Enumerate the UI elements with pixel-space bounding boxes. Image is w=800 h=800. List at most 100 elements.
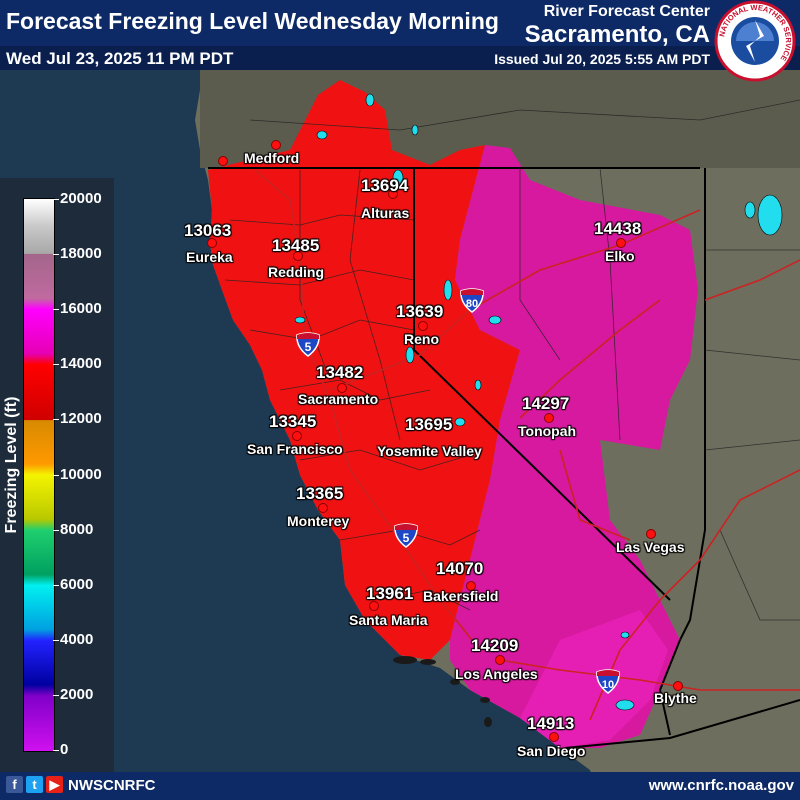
- city-dot-monterey: [318, 503, 328, 513]
- city-label-blythe: Blythe: [654, 690, 697, 706]
- website-link[interactable]: www.cnrfc.noaa.gov: [648, 777, 794, 794]
- legend-tick: [53, 694, 59, 696]
- legend-tick-label: 6000: [60, 575, 94, 593]
- legend-tick-label: 0: [60, 741, 69, 758]
- city-dot-santa-maria: [369, 601, 379, 611]
- city-label-yosemite-valley: Yosemite Valley: [377, 443, 482, 459]
- legend-tick: [53, 474, 59, 476]
- city-label-medford: Medford: [244, 150, 300, 166]
- nws-logo-icon[interactable]: NATIONAL WEATHER SERVICE: [714, 0, 796, 82]
- legend-tick-label: 4000: [60, 630, 94, 648]
- freezing-level-magenta-area: [450, 145, 698, 748]
- county-lines: [224, 99, 800, 621]
- svg-text:80: 80: [466, 298, 478, 310]
- highways: [254, 169, 800, 721]
- header-subbar: [0, 46, 800, 70]
- legend-tick-label: 20000: [60, 190, 102, 207]
- city-dot-eureka: [207, 238, 217, 248]
- interstate-5-shield-icon: 5: [296, 332, 320, 357]
- city-dot-medford: [271, 140, 281, 150]
- mexico-border: [564, 699, 800, 749]
- legend-tick: [53, 750, 59, 751]
- svg-text:5: 5: [305, 340, 312, 354]
- city-dot-san-francisco: [292, 431, 302, 441]
- city-label-monterey: Monterey: [287, 513, 350, 529]
- legend-tick-label: 8000: [60, 520, 94, 538]
- value-label-eureka: 13063: [184, 221, 232, 240]
- value-label-sacramento: 13482: [316, 363, 364, 382]
- city-dot-medford-west: [218, 156, 228, 166]
- freezing-level-red-area: [208, 80, 520, 660]
- channel-islands: [393, 656, 492, 727]
- city-label-tonopah: Tonopah: [518, 423, 577, 439]
- legend-tick: [53, 254, 59, 256]
- city-dot-los-angeles: [495, 655, 505, 665]
- city-label-san-diego: San Diego: [517, 743, 586, 759]
- footer-bar: [0, 772, 800, 800]
- city-dot-redding: [293, 251, 303, 261]
- freezing-level-magenta-core: [520, 610, 668, 748]
- value-label-san-diego: 14913: [527, 714, 575, 733]
- value-label-alturas: 13694: [361, 176, 409, 195]
- social-handle[interactable]: NWSCNRFC: [68, 777, 156, 794]
- legend-tick-label: 14000: [60, 355, 102, 373]
- legend-title: Freezing Level (ft): [3, 396, 20, 534]
- city-label-redding: Redding: [268, 264, 324, 280]
- legend-tick: [53, 529, 59, 531]
- value-label-santa-maria: 13961: [366, 584, 414, 603]
- legend-tick: [53, 639, 59, 641]
- interstate-5-south-shield-icon: 5: [394, 523, 418, 548]
- city-dot-reno: [418, 321, 428, 331]
- city-dot-san-diego: [549, 732, 559, 742]
- lakes: [294, 93, 783, 711]
- value-label-los-angeles: 14209: [471, 636, 519, 655]
- svg-text:5: 5: [403, 531, 410, 545]
- youtube-icon[interactable]: ▶: [46, 776, 63, 793]
- city-label-reno: Reno: [404, 331, 439, 347]
- legend-tick-label: 12000: [60, 410, 102, 428]
- city-label-san-francisco: San Francisco: [247, 441, 343, 457]
- legend-tick-label: 2000: [60, 685, 94, 703]
- legend-tick: [53, 364, 59, 366]
- city-dot-las-vegas: [646, 529, 656, 539]
- twitter-icon[interactable]: t: [26, 776, 43, 793]
- value-label-redding: 13485: [272, 236, 320, 255]
- value-label-yosemite-valley: 13695: [405, 415, 453, 434]
- social-links: f t ▶: [6, 776, 63, 794]
- city-dot-blythe: [673, 681, 683, 691]
- arizona-border: [658, 529, 706, 736]
- city-dot-elko: [616, 238, 626, 248]
- legend-tick: [53, 309, 59, 311]
- map-title: Forecast Freezing Level Wednesday Mornin…: [6, 8, 499, 34]
- city-label-santa-maria: Santa Maria: [349, 612, 428, 628]
- city-label-los-angeles: Los Angeles: [455, 666, 538, 682]
- facebook-icon[interactable]: f: [6, 776, 23, 793]
- interstate-10-shield-icon: 10: [596, 669, 620, 694]
- legend-tick-label: 18000: [60, 245, 102, 263]
- city-dot-sacramento: [337, 383, 347, 393]
- office-name: Sacramento, CA: [524, 21, 710, 48]
- legend-tick: [53, 199, 59, 200]
- legend-tick: [53, 419, 59, 421]
- svg-text:10: 10: [602, 679, 614, 691]
- city-label-elko: Elko: [605, 248, 635, 264]
- city-dot-alturas: [388, 189, 398, 199]
- value-label-reno: 13639: [396, 302, 444, 321]
- issued-time: Issued Jul 20, 2025 5:55 AM PDT: [494, 51, 710, 67]
- legend-tick-label: 16000: [60, 300, 102, 318]
- city-label-eureka: Eureka: [186, 249, 233, 265]
- value-label-monterey: 13365: [296, 484, 344, 503]
- city-label-bakersfield: Bakersfield: [423, 588, 499, 604]
- city-dot-tonopah: [544, 413, 554, 423]
- valid-time: Wed Jul 23, 2025 11 PM PDT: [6, 49, 234, 68]
- city-label-sacramento: Sacramento: [298, 391, 379, 407]
- value-label-elko: 14438: [594, 219, 642, 238]
- city-label-alturas: Alturas: [361, 205, 410, 221]
- city-dot-bakersfield: [466, 581, 476, 591]
- header-bar: [0, 0, 800, 46]
- color-scale-bar: [23, 198, 55, 752]
- legend-tick-label: 10000: [60, 465, 102, 483]
- city-label-las-vegas: Las Vegas: [616, 539, 685, 555]
